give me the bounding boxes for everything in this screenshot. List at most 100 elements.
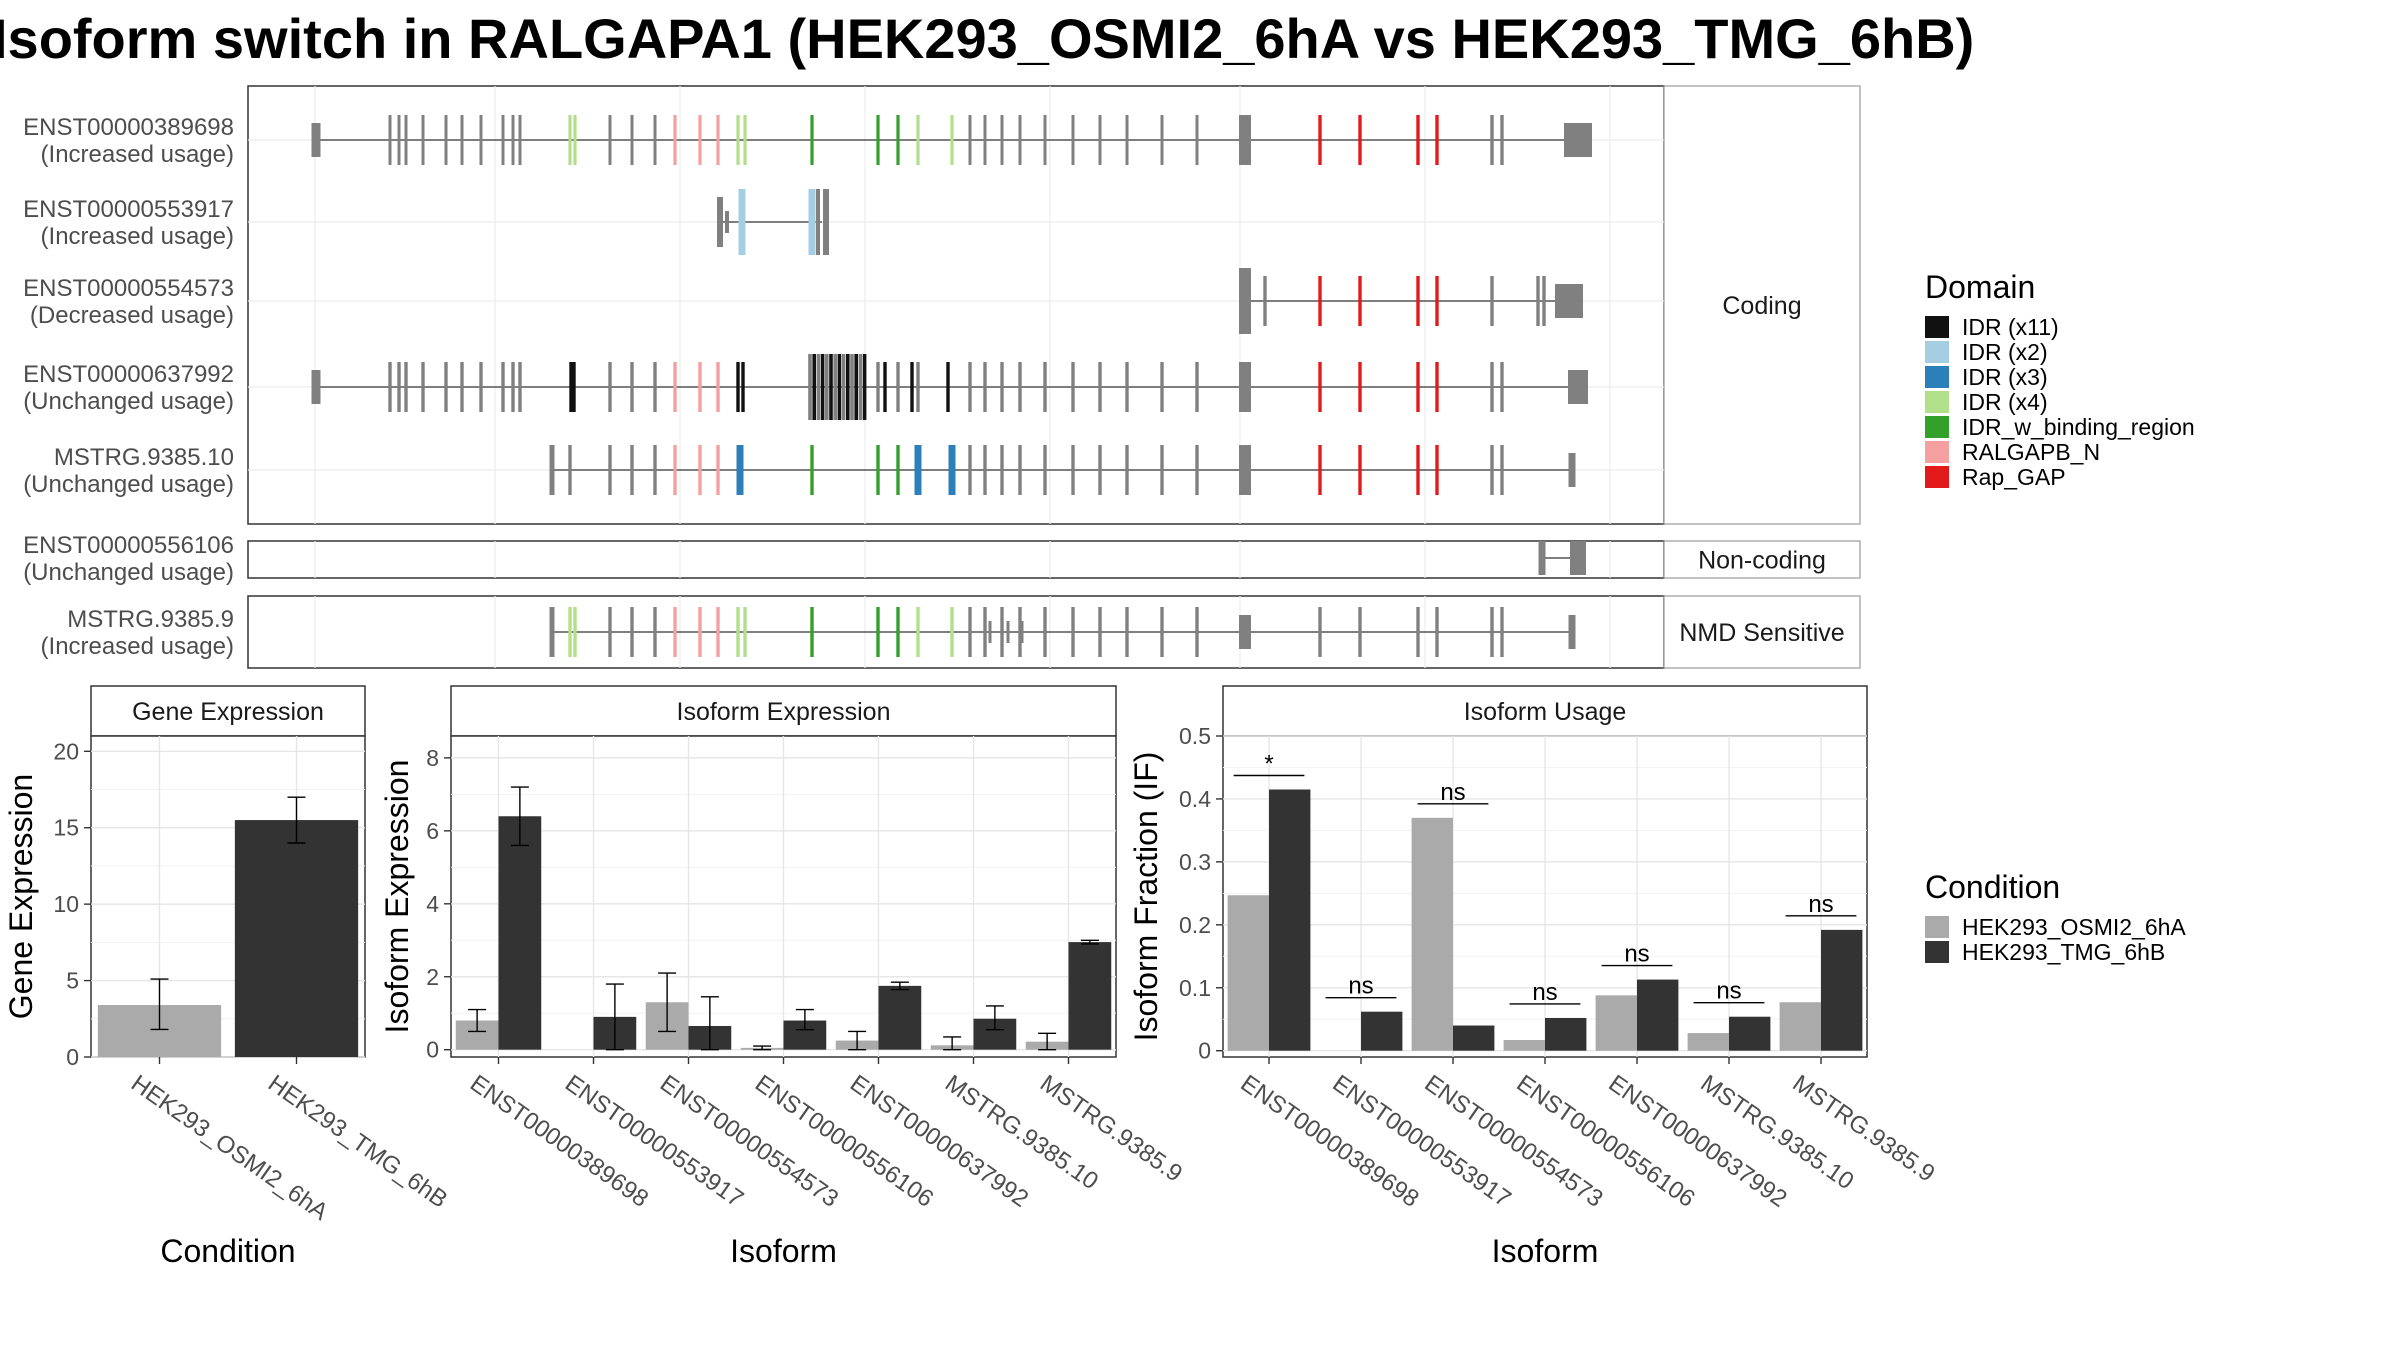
exon (444, 115, 448, 165)
y-tick-label: 4 (426, 891, 439, 917)
domain-legend-label: IDR_w_binding_region (1962, 414, 2195, 440)
y-axis-title: Isoform Expression (379, 760, 415, 1034)
exon (1570, 541, 1586, 575)
exon (1435, 445, 1439, 495)
exon (810, 115, 814, 165)
transcript-usage-label: (Increased usage) (41, 633, 234, 660)
exon (673, 115, 677, 165)
exon (1416, 607, 1420, 657)
exon (479, 115, 483, 165)
facet-strip (1663, 540, 1861, 579)
exon (460, 362, 464, 412)
exon (1000, 362, 1004, 412)
exon (673, 607, 677, 657)
exon (1568, 453, 1576, 487)
exon (743, 115, 747, 165)
exon (820, 354, 825, 420)
exon (896, 115, 900, 165)
exon (1416, 115, 1420, 165)
x-axis-title: Isoform (1492, 1233, 1599, 1269)
exon (1318, 276, 1322, 326)
bar (1545, 1017, 1587, 1051)
exon (573, 607, 577, 657)
exon (518, 362, 522, 412)
domain-legend-swatch (1925, 466, 1949, 488)
exon (1358, 276, 1362, 326)
exon (741, 362, 745, 412)
exon (736, 445, 744, 495)
domain-legend-title: Domain (1925, 269, 2035, 305)
exon (1125, 445, 1129, 495)
transcript-id-label: ENST00000553917 (23, 196, 234, 223)
exon (568, 607, 572, 657)
bar (1411, 817, 1453, 1051)
exon (717, 197, 723, 247)
exon (716, 445, 720, 495)
x-axis-title: Condition (160, 1233, 295, 1269)
exon (511, 115, 515, 165)
exon (983, 362, 987, 412)
bar (1595, 995, 1637, 1051)
chart-title: Isoform Usage (1464, 698, 1627, 726)
exon (1318, 362, 1322, 412)
expression-charts: Gene Expression05101520HEK293_OSMI2_6hAH… (3, 685, 1940, 1269)
exon (914, 445, 922, 495)
bar (498, 816, 542, 1050)
exon (630, 445, 634, 495)
exon (549, 607, 555, 657)
y-tick-label: 0.2 (1179, 912, 1211, 938)
exon (1098, 607, 1102, 657)
exon (311, 370, 321, 404)
chart-title: Gene Expression (132, 698, 324, 726)
exon (716, 607, 720, 657)
exon (833, 354, 837, 420)
y-tick-label: 0.1 (1179, 975, 1211, 1001)
domain-legend-label: IDR (x2) (1962, 339, 2048, 365)
x-axis-title: Isoform (730, 1233, 837, 1269)
exon (810, 607, 814, 657)
x-tick-label: ENST00000556106 (750, 1070, 938, 1213)
significance-label: ns (1532, 979, 1557, 1006)
condition-legend-swatch (1925, 941, 1949, 963)
bar (1453, 1025, 1495, 1051)
exon (630, 362, 634, 412)
exon (404, 115, 408, 165)
bar (878, 985, 922, 1050)
exon (916, 362, 920, 412)
x-tick-label: ENST00000554573 (655, 1070, 843, 1213)
exon (572, 362, 576, 412)
exon (725, 211, 729, 233)
exon (549, 445, 555, 495)
exon (823, 189, 829, 255)
exon (950, 607, 954, 657)
exon (876, 362, 880, 412)
exon (716, 115, 720, 165)
exon (608, 362, 612, 412)
exon (1490, 445, 1494, 495)
exon (388, 115, 392, 165)
exon (829, 354, 833, 420)
significance-label: ns (1348, 973, 1373, 1000)
transcript-usage-label: (Unchanged usage) (23, 388, 234, 415)
significance-label: ns (1440, 779, 1465, 806)
exon (825, 354, 829, 420)
exon (1195, 115, 1199, 165)
exon (896, 445, 900, 495)
chart-isoform-expression: Isoform Expression02468ENST00000389698EN… (379, 685, 1187, 1269)
exon (1490, 607, 1494, 657)
bar (1361, 1011, 1403, 1051)
significance-label: * (1264, 751, 1273, 778)
exon (1160, 115, 1164, 165)
exon (968, 445, 972, 495)
domain-legend-swatch (1925, 391, 1949, 413)
exon (698, 115, 702, 165)
exon (1239, 362, 1251, 412)
condition-legend-title: Condition (1925, 869, 2060, 905)
exon (1318, 115, 1322, 165)
domain-legend-label: IDR (x11) (1962, 314, 2059, 340)
exon (1435, 276, 1439, 326)
exon (808, 354, 812, 420)
condition-legend-label: HEK293_OSMI2_6hA (1962, 914, 2186, 940)
y-tick-label: 0 (1198, 1038, 1211, 1064)
facet-label-1: Non-coding (1698, 547, 1826, 575)
